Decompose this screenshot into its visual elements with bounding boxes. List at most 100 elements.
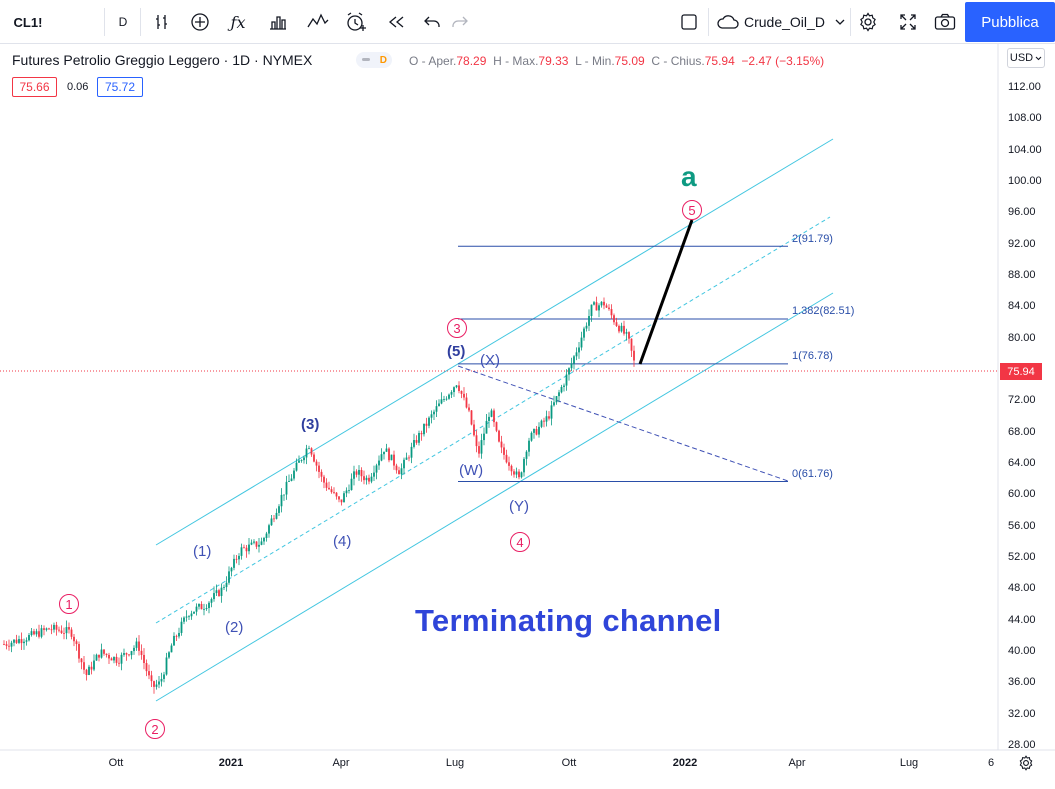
retracement-dashed-line[interactable] — [457, 365, 789, 482]
candle-body — [205, 608, 208, 609]
add-compare-icon[interactable] — [186, 6, 214, 38]
candle-body — [260, 541, 263, 545]
function-icon[interactable]: ƒx — [230, 12, 246, 32]
fib-level-label: 2(91.79) — [792, 233, 833, 245]
spread-value: 0.06 — [67, 81, 89, 93]
wave-label-circled[interactable]: 5 — [682, 200, 702, 220]
candle-body — [103, 649, 105, 654]
fullscreen-square-icon[interactable] — [676, 6, 702, 38]
toolbar-divider — [708, 8, 709, 36]
candle-body — [223, 587, 225, 588]
fibonacci-extension[interactable] — [458, 245, 788, 483]
bid-price-box[interactable]: 75.66 — [12, 77, 57, 97]
interval-button[interactable]: D — [118, 15, 128, 29]
candle-body — [240, 547, 243, 556]
data-status-badge[interactable]: D — [356, 52, 392, 68]
candle-body — [238, 555, 240, 560]
candle-body — [408, 457, 410, 459]
symbol-search-button[interactable]: CL1! — [13, 14, 43, 30]
candle-body — [398, 470, 400, 475]
candle-body — [55, 624, 58, 630]
wave-label-paren[interactable]: (Y) — [509, 498, 529, 515]
candle-body — [355, 471, 358, 475]
candle-body — [60, 630, 63, 634]
price-tick: 36.00 — [1008, 676, 1036, 689]
candle-body — [495, 422, 498, 431]
candle-body — [210, 599, 213, 603]
currency-select[interactable]: USD — [1007, 48, 1045, 68]
time-tick: 6 — [987, 757, 995, 769]
price-tick: 68.00 — [1008, 425, 1036, 438]
candle-body — [343, 493, 345, 503]
candle-body — [273, 518, 275, 520]
candle-body — [140, 650, 143, 655]
wave-label-circled[interactable]: 4 — [510, 532, 530, 552]
ohlc-values: O - Aper.78.29 H - Max.79.33 L - Min.75.… — [409, 54, 824, 68]
fullscreen-icon[interactable] — [894, 6, 922, 38]
settings-icon[interactable] — [854, 6, 882, 38]
candle-body — [200, 604, 203, 610]
replay-icon[interactable] — [382, 6, 410, 38]
chart-caption-text[interactable]: Terminating channel — [415, 603, 722, 638]
ask-price-box[interactable]: 75.72 — [97, 77, 143, 97]
wave-label-paren[interactable]: (X) — [480, 352, 500, 369]
candle-body — [143, 654, 145, 664]
candle-body — [358, 469, 360, 475]
candle-body — [545, 416, 548, 422]
symbol-title[interactable]: Futures Petrolio Greggio Leggero · 1D · … — [12, 52, 313, 68]
settings-icon[interactable] — [1018, 755, 1034, 776]
candle-body — [298, 460, 300, 463]
camera-icon[interactable] — [931, 6, 959, 38]
candle-body — [548, 416, 550, 419]
candle-body — [520, 472, 523, 478]
bar-indicator-icon[interactable] — [148, 6, 176, 38]
toolbar-divider — [850, 8, 851, 36]
channel-lower-line[interactable] — [155, 292, 834, 702]
candle-body — [425, 423, 428, 426]
channel-mid-line[interactable] — [155, 216, 831, 624]
wave-label-paren[interactable]: (W) — [459, 462, 484, 479]
candle-body — [570, 363, 573, 369]
price-tick: 104.00 — [1008, 143, 1042, 156]
alert-icon[interactable] — [342, 6, 370, 38]
wave-label-paren[interactable]: (4) — [333, 533, 352, 550]
candle-body — [213, 593, 215, 600]
candle-body — [543, 420, 545, 422]
candle-body — [365, 477, 368, 481]
candle-body — [418, 433, 420, 443]
price-tick: 28.00 — [1008, 739, 1036, 751]
candle-body — [575, 352, 578, 357]
projection-line[interactable] — [638, 219, 694, 365]
indicators-icon[interactable] — [304, 6, 332, 38]
wave-label-circled[interactable]: 3 — [447, 318, 467, 338]
candle-body — [505, 454, 508, 463]
wave-label-circled[interactable]: 2 — [145, 719, 165, 739]
publish-button[interactable]: Pubblica — [965, 2, 1055, 42]
wave-label-circled[interactable]: 1 — [59, 594, 79, 614]
candle-body — [503, 447, 505, 455]
wave-label-a[interactable]: a — [681, 161, 697, 192]
badge-letter: D — [379, 54, 387, 66]
terminating-channel[interactable] — [155, 138, 834, 702]
wave-label-paren[interactable]: (3) — [301, 416, 320, 433]
price-tick: 64.00 — [1008, 457, 1036, 469]
chevron-down-icon — [835, 19, 845, 25]
chart-type-icon[interactable] — [264, 6, 292, 38]
redo-icon[interactable] — [446, 6, 474, 38]
wave-label-paren[interactable]: (1) — [193, 543, 212, 560]
candle-body — [450, 392, 453, 395]
wave-label-paren[interactable]: (5) — [447, 343, 466, 360]
undo-icon[interactable] — [418, 6, 446, 38]
candle-body — [323, 476, 325, 483]
candle-body — [395, 465, 398, 471]
candle-body — [258, 544, 260, 547]
candle-body — [628, 332, 630, 339]
candle-body — [490, 410, 493, 417]
wave-label-paren[interactable]: (2) — [225, 619, 244, 636]
candle-body — [443, 399, 445, 400]
candle-body — [313, 454, 315, 462]
layout-button[interactable]: Crude_Oil_D — [716, 6, 846, 38]
channel-upper-line[interactable] — [155, 138, 834, 546]
price-tick: 108.00 — [1008, 112, 1042, 125]
